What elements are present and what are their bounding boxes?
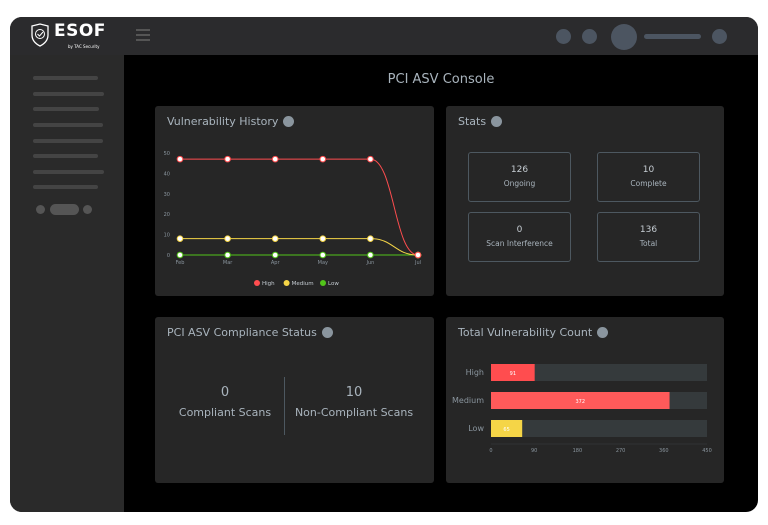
data-point-low xyxy=(271,251,279,259)
x-tick-label: May xyxy=(318,260,328,266)
bar-value-label: 372 xyxy=(576,399,586,405)
info-icon[interactable] xyxy=(597,327,609,338)
sidebar xyxy=(10,55,124,512)
data-point-medium xyxy=(224,235,231,242)
sidebar-item[interactable] xyxy=(33,92,104,96)
data-point-low xyxy=(319,251,327,259)
x-tick-label: Apr xyxy=(271,260,281,266)
bar-high xyxy=(491,364,535,381)
x-tick-label: Jun xyxy=(365,260,374,266)
info-icon[interactable] xyxy=(491,116,503,127)
data-point-high xyxy=(367,155,374,163)
bar-value-label: 65 xyxy=(503,427,509,433)
sidebar-item[interactable] xyxy=(33,154,98,158)
x-tick-label: Feb xyxy=(176,260,185,266)
compliant-scans: 0 Compliant Scans xyxy=(178,385,272,419)
sidebar-dot xyxy=(36,205,45,214)
legend-marker-medium xyxy=(283,280,290,286)
bar-category-label: High xyxy=(466,368,484,377)
legend-label: Medium xyxy=(292,281,314,287)
stat-ongoing[interactable]: 126 Ongoing xyxy=(468,152,571,202)
data-point-medium xyxy=(367,235,374,242)
data-point-low xyxy=(367,251,374,259)
bar-track xyxy=(491,420,707,437)
series-line-medium xyxy=(180,238,419,256)
sidebar-item[interactable] xyxy=(33,185,98,189)
user-menu-icon[interactable] xyxy=(712,29,727,44)
card-title: Vulnerability History xyxy=(167,115,279,128)
legend-marker-low xyxy=(320,280,326,286)
sidebar-item[interactable] xyxy=(33,170,104,174)
total-vulnerability-card: Total Vulnerability Count High 91 Medium 37… xyxy=(446,317,724,483)
stat-complete[interactable]: 10 Complete xyxy=(597,152,700,202)
sidebar-dot xyxy=(83,205,92,214)
sidebar-item[interactable] xyxy=(33,139,103,143)
card-title: Total Vulnerability Count xyxy=(458,326,593,339)
x-tick-label: Jul xyxy=(414,260,421,266)
legend-label: High xyxy=(262,281,275,287)
sidebar-item[interactable] xyxy=(33,76,98,80)
x-tick-label: 450 xyxy=(702,448,712,454)
hamburger-menu-icon[interactable] xyxy=(136,29,150,44)
data-point-low xyxy=(176,251,184,259)
settings-icon[interactable] xyxy=(582,29,597,44)
x-tick-label: 180 xyxy=(573,448,583,454)
sidebar-toggle[interactable] xyxy=(50,204,79,215)
legend-marker-high xyxy=(254,280,260,286)
y-tick-label: 20 xyxy=(164,212,170,218)
legend-label: Low xyxy=(328,281,339,287)
info-icon[interactable] xyxy=(321,327,333,338)
x-tick-label: 360 xyxy=(659,448,669,454)
x-tick-label: Mar xyxy=(223,260,233,266)
data-point-high xyxy=(414,251,422,259)
shield-check-icon xyxy=(31,23,49,47)
stats-card: Stats 126 Ongoing 10 Complete 0 Scan Interf… xyxy=(446,106,724,296)
avatar[interactable] xyxy=(611,24,637,50)
bar-category-label: Low xyxy=(468,424,484,433)
vulnerability-history-chart: 0 10 20 30 40 50 Feb Mar Apr May Jun Jul High Medium L… xyxy=(164,151,422,287)
data-point-high xyxy=(319,155,327,163)
data-point-medium xyxy=(319,235,327,242)
notification-icon[interactable] xyxy=(556,29,571,44)
x-tick-label: 0 xyxy=(489,448,492,454)
compliance-status-card: PCI ASV Compliance Status 0 Compliant Sca… xyxy=(155,317,434,483)
page-title: PCI ASV Console xyxy=(387,72,495,87)
bar-medium xyxy=(491,392,670,409)
card-title: PCI ASV Compliance Status xyxy=(167,326,317,339)
data-point-high xyxy=(271,155,279,163)
x-tick-label: 90 xyxy=(531,448,537,454)
data-point-medium xyxy=(176,235,184,242)
bar-value-label: 91 xyxy=(510,371,516,377)
info-icon[interactable] xyxy=(283,116,295,127)
x-tick-label: 270 xyxy=(616,448,626,454)
total-vulnerability-chart: High 91 Medium 372 Low 65 0 90 180 270 360 450 xyxy=(452,364,712,454)
bar-track xyxy=(491,364,707,381)
sidebar-item[interactable] xyxy=(33,107,99,111)
y-tick-label: 10 xyxy=(164,233,170,239)
sidebar-item[interactable] xyxy=(33,123,103,127)
bar-category-label: Medium xyxy=(452,396,484,405)
divider xyxy=(284,377,285,435)
y-tick-label: 0 xyxy=(167,253,170,259)
non-compliant-scans: 10 Non-Compliant Scans xyxy=(294,385,414,419)
data-point-high xyxy=(176,155,184,163)
data-point-medium xyxy=(271,235,279,242)
y-tick-label: 50 xyxy=(164,151,170,157)
data-point-low xyxy=(224,251,231,259)
top-header: ESOF by TAC Security xyxy=(10,17,758,55)
user-name-placeholder xyxy=(644,34,701,39)
bar-low xyxy=(491,420,523,437)
y-tick-label: 30 xyxy=(164,192,170,198)
card-title: Stats xyxy=(458,115,487,128)
vulnerability-history-card: Vulnerability History 0 10 20 30 40 50 Feb Mar A… xyxy=(155,106,434,296)
app-window: ESOF by TAC Security PCI ASV Console Vul… xyxy=(10,17,758,512)
y-tick-label: 40 xyxy=(164,171,170,177)
stat-scan-interference[interactable]: 0 Scan Interference xyxy=(468,212,571,262)
stat-total[interactable]: 136 Total xyxy=(597,212,700,262)
data-point-high xyxy=(224,155,231,163)
